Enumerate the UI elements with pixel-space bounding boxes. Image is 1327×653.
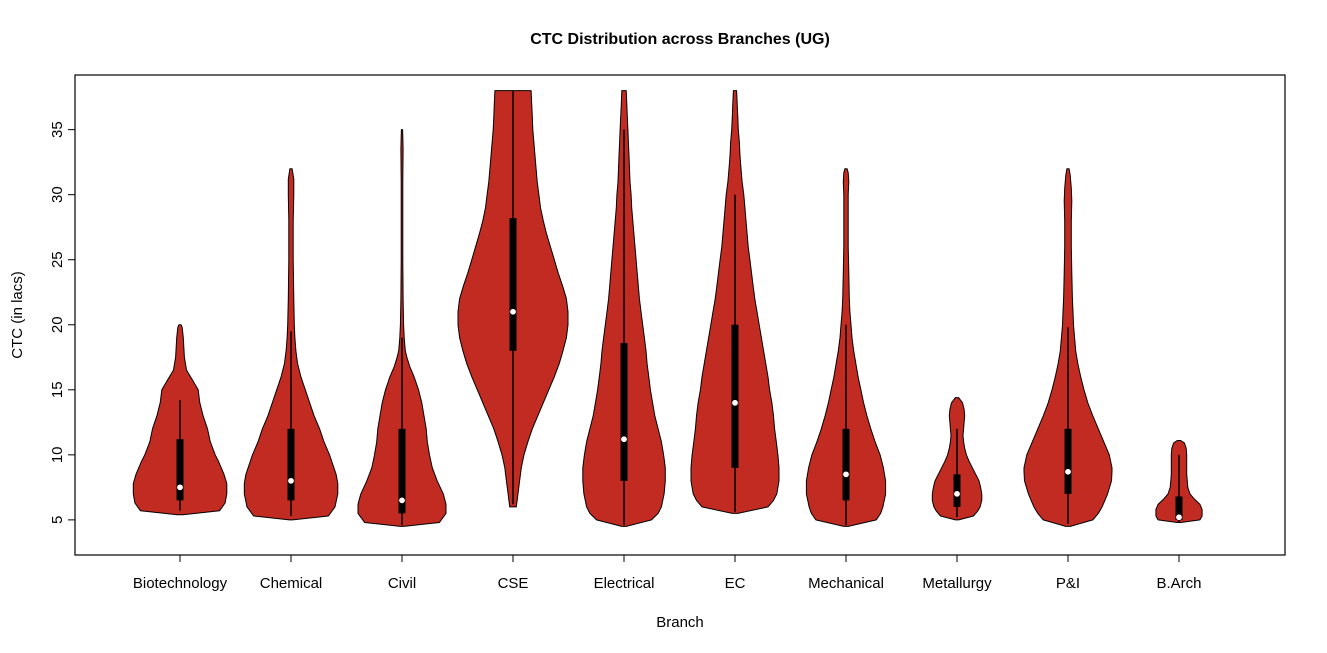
x-tick-label-p-i: P&I <box>1056 575 1080 592</box>
x-axis-label: Branch <box>656 614 704 631</box>
median-dot-civil <box>398 496 406 504</box>
median-dot-cse <box>509 308 517 316</box>
median-dot-ec <box>731 399 739 407</box>
iqr-box-ec <box>731 324 739 468</box>
y-tick-label: 15 <box>49 381 66 398</box>
y-axis-label: CTC (in lacs) <box>9 271 26 359</box>
iqr-box-civil <box>398 428 406 514</box>
y-tick-label: 10 <box>49 446 66 463</box>
iqr-box-cse <box>509 218 517 351</box>
violin-biotechnology <box>132 324 228 516</box>
plot-border <box>74 74 1286 556</box>
x-tick-label-ec: EC <box>725 575 746 592</box>
x-tick-label-cse: CSE <box>498 575 529 592</box>
x-tick-label-civil: Civil <box>388 575 416 592</box>
median-dot-biotechnology <box>176 483 184 491</box>
violin-shape-civil <box>357 129 447 527</box>
y-tick-label: 30 <box>49 186 66 203</box>
violin-b-arch <box>1155 440 1203 523</box>
y-tick-label: 35 <box>49 121 66 138</box>
x-tick-label-b-arch: B.Arch <box>1156 575 1201 592</box>
y-tick-label: 25 <box>49 251 66 268</box>
y-tick-label: 20 <box>49 316 66 333</box>
x-tick-label-mechanical: Mechanical <box>808 575 884 592</box>
median-dot-p-i <box>1064 468 1072 476</box>
violin-civil <box>357 129 447 527</box>
violin-mechanical <box>805 168 887 527</box>
iqr-box-electrical <box>620 342 628 481</box>
violin-electrical <box>582 90 666 527</box>
median-dot-mechanical <box>842 470 850 478</box>
chart-title: CTC Distribution across Branches (UG) <box>530 31 830 48</box>
median-dot-metallurgy <box>953 490 961 498</box>
y-tick-label: 5 <box>49 516 66 524</box>
median-dot-b-arch <box>1175 513 1183 521</box>
iqr-box-biotechnology <box>176 439 184 501</box>
iqr-box-p-i <box>1064 428 1072 494</box>
violin-ec <box>690 90 780 514</box>
violin-cse <box>457 90 569 508</box>
iqr-box-chemical <box>287 428 295 501</box>
iqr-box-mechanical <box>842 428 850 501</box>
violin-p-i <box>1023 168 1113 527</box>
x-tick-label-metallurgy: Metallurgy <box>922 575 992 592</box>
iqr-box-b-arch <box>1175 496 1183 520</box>
median-dot-electrical <box>620 435 628 443</box>
median-dot-chemical <box>287 477 295 485</box>
violin-metallurgy <box>931 397 983 521</box>
violin-chemical <box>243 168 339 521</box>
x-tick-label-biotechnology: Biotechnology <box>133 575 228 592</box>
x-tick-label-chemical: Chemical <box>260 575 323 592</box>
x-tick-label-electrical: Electrical <box>594 575 655 592</box>
